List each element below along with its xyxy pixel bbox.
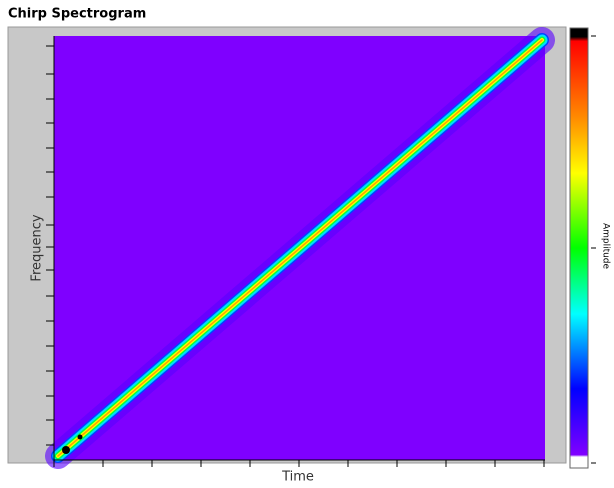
y-axis-label: Frequency [30,214,45,281]
spectrogram-window: Chirp Spectrogram Time Frequency [0,0,614,484]
window-title: Chirp Spectrogram [8,7,146,22]
colorbar [570,28,588,468]
colorbar-ticks [591,36,596,463]
colorbar-label: Amplitude [601,223,611,270]
x-axis-label: Time [281,470,314,485]
